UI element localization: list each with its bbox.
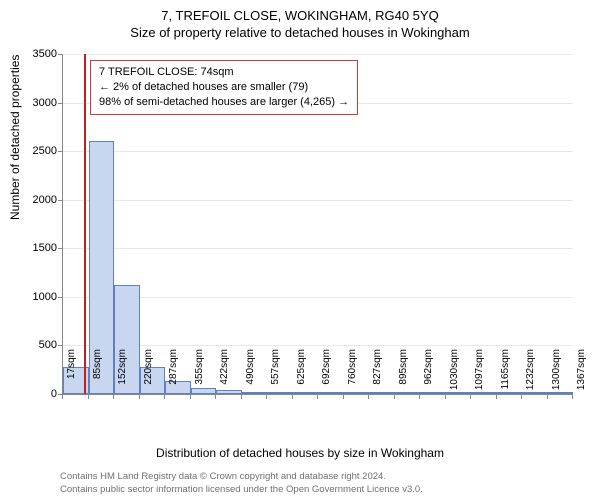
xtick-mark (266, 394, 267, 399)
xtick-label: 85sqm (92, 349, 103, 399)
ytick-mark (58, 200, 63, 201)
xtick-mark (521, 394, 522, 399)
gridline (63, 248, 573, 249)
xtick-mark (547, 394, 548, 399)
xtick-label: 692sqm (321, 349, 332, 399)
ytick-mark (58, 297, 63, 298)
ytick-label: 500 (17, 339, 57, 351)
xtick-mark (368, 394, 369, 399)
chart-subtitle: Size of property relative to detached ho… (0, 23, 600, 40)
xtick-mark (139, 394, 140, 399)
xtick-mark (241, 394, 242, 399)
ytick-mark (58, 248, 63, 249)
xtick-label: 1367sqm (576, 349, 587, 399)
xtick-label: 1300sqm (551, 349, 562, 399)
xtick-label: 1165sqm (500, 349, 511, 399)
address-title: 7, TREFOIL CLOSE, WOKINGHAM, RG40 5YQ (0, 0, 600, 23)
footer-line-2: Contains public sector information licen… (60, 484, 423, 496)
gridline (63, 151, 573, 152)
footer-attribution: Contains HM Land Registry data © Crown c… (60, 471, 423, 496)
xtick-label: 490sqm (245, 349, 256, 399)
info-box: 7 TREFOIL CLOSE: 74sqm ← 2% of detached … (90, 60, 358, 115)
xtick-label: 422sqm (219, 349, 230, 399)
ytick-mark (58, 151, 63, 152)
footer-line-1: Contains HM Land Registry data © Crown c… (60, 471, 423, 483)
gridline (63, 297, 573, 298)
xtick-label: 962sqm (423, 349, 434, 399)
xtick-label: 827sqm (372, 349, 383, 399)
xtick-label: 220sqm (143, 349, 154, 399)
xtick-mark (190, 394, 191, 399)
xtick-mark (317, 394, 318, 399)
xtick-mark (419, 394, 420, 399)
ytick-label: 3000 (17, 97, 57, 109)
xtick-label: 557sqm (270, 349, 281, 399)
info-line-3: 98% of semi-detached houses are larger (… (99, 95, 349, 110)
xtick-mark (572, 394, 573, 399)
ytick-mark (58, 345, 63, 346)
chart-area: 7 TREFOIL CLOSE: 74sqm ← 2% of detached … (62, 54, 572, 394)
ytick-label: 2000 (17, 194, 57, 206)
ytick-mark (58, 103, 63, 104)
xtick-label: 625sqm (296, 349, 307, 399)
xtick-mark (292, 394, 293, 399)
info-line-1: 7 TREFOIL CLOSE: 74sqm (99, 65, 349, 80)
xtick-mark (164, 394, 165, 399)
xtick-label: 152sqm (117, 349, 128, 399)
ytick-label: 1000 (17, 291, 57, 303)
xtick-label: 760sqm (347, 349, 358, 399)
xtick-label: 355sqm (194, 349, 205, 399)
xtick-mark (62, 394, 63, 399)
xtick-label: 17sqm (66, 349, 77, 399)
ytick-mark (58, 54, 63, 55)
xtick-mark (470, 394, 471, 399)
xtick-mark (113, 394, 114, 399)
ytick-label: 0 (17, 388, 57, 400)
xtick-label: 895sqm (398, 349, 409, 399)
x-axis-label: Distribution of detached houses by size … (0, 446, 600, 460)
xtick-mark (445, 394, 446, 399)
ytick-label: 1500 (17, 242, 57, 254)
xtick-label: 1030sqm (449, 349, 460, 399)
xtick-mark (343, 394, 344, 399)
property-marker-line (84, 54, 86, 394)
xtick-mark (496, 394, 497, 399)
xtick-label: 287sqm (168, 349, 179, 399)
xtick-label: 1097sqm (474, 349, 485, 399)
xtick-mark (394, 394, 395, 399)
xtick-label: 1232sqm (525, 349, 536, 399)
ytick-label: 2500 (17, 145, 57, 157)
gridline (63, 345, 573, 346)
xtick-mark (88, 394, 89, 399)
ytick-label: 3500 (17, 48, 57, 60)
chart-container: 7, TREFOIL CLOSE, WOKINGHAM, RG40 5YQ Si… (0, 0, 600, 500)
info-line-2: ← 2% of detached houses are smaller (79) (99, 80, 349, 95)
gridline (63, 54, 573, 55)
xtick-mark (215, 394, 216, 399)
gridline (63, 200, 573, 201)
